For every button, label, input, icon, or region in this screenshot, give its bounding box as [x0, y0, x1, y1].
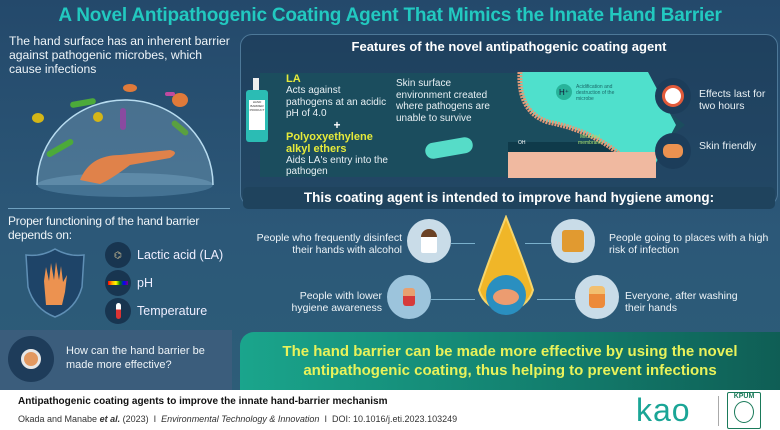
- bus-stop-icon: [551, 219, 595, 263]
- ph-spectrum-icon: [105, 270, 131, 296]
- citation: Okada and Manabe et al. (2023) I Environ…: [18, 414, 457, 424]
- infographic: A Novel Antipathogenic Coating Agent Tha…: [0, 0, 780, 390]
- separator: I: [153, 414, 157, 424]
- doctor-icon: [407, 219, 451, 263]
- thermometer-icon: [105, 298, 131, 324]
- hand-barrier-bottle-icon: HAND BARRIER PRODUCT: [246, 78, 268, 142]
- plus-sign: +: [333, 117, 341, 132]
- factor-lactic-acid: Lactic acid (LA): [137, 248, 224, 262]
- factor-ph: pH: [137, 276, 153, 290]
- question-text: How can the hand barrier be made more ef…: [66, 345, 205, 371]
- page-title: A Novel Antipathogenic Coating Agent Tha…: [58, 5, 722, 26]
- year: (2023): [122, 414, 149, 424]
- intro-text: The hand surface has an inherent barrier…: [9, 34, 230, 76]
- skin-friendly-text: Skin friendly: [699, 140, 757, 152]
- group-low-awareness-text: People with lower hygiene awareness: [291, 290, 382, 314]
- washing-person-icon: [575, 275, 619, 319]
- proper-functioning-text: Proper functioning of the hand barrier d…: [8, 214, 200, 242]
- doi-link[interactable]: DOI: 10.1016/j.eti.2023.103249: [332, 414, 458, 424]
- kao-logo: kao: [636, 392, 691, 428]
- features-heading: Features of the novel antipathogenic coa…: [351, 39, 667, 54]
- oh-label: OH: [518, 140, 526, 146]
- ether-title: Polyoxyethylene alkyl ethers: [286, 130, 373, 155]
- washing-hands-icon: [655, 133, 691, 169]
- child-icon: [387, 275, 431, 319]
- la-desc: Acts against pathogens at an acidic pH o…: [286, 85, 387, 119]
- group-high-risk-text: People going to places with a high risk …: [609, 232, 769, 256]
- connector: [451, 243, 475, 244]
- factor-temperature: Temperature: [137, 304, 208, 318]
- hygiene-heading: This coating agent is intended to improv…: [243, 187, 775, 209]
- h-plus-ion: H⁺: [556, 84, 572, 100]
- drop-washing-hands-icon: [477, 215, 535, 315]
- authors: Okada and Manabe: [18, 414, 98, 424]
- connector: [431, 299, 475, 300]
- effects-text: Effects last for two hours: [699, 88, 766, 112]
- separator: I: [324, 414, 327, 424]
- group-alcohol-text: People who frequently disinfect their ha…: [256, 232, 402, 256]
- dome-hand-illustration: [32, 84, 214, 197]
- skin-environment-text: Skin surface environment created where p…: [396, 78, 490, 124]
- paper-title: Antipathogenic coating agents to improve…: [18, 396, 388, 407]
- divider: [8, 208, 230, 209]
- connector: [537, 299, 575, 300]
- group-everyone-text: Everyone, after washing their hands: [625, 290, 738, 314]
- kpum-text: KPUM: [733, 393, 755, 400]
- shield-hand-icon: [25, 248, 85, 318]
- conclusion-box: The hand barrier can be made more effect…: [240, 332, 780, 390]
- membrane-label: Microbial membrane: [578, 134, 602, 146]
- conclusion-text: The hand barrier can be made more effect…: [282, 343, 738, 379]
- lactic-acid-molecule-icon: ⌬: [105, 242, 131, 268]
- bottle-label: HAND BARRIER PRODUCT: [249, 100, 265, 130]
- acidification-text: Acidification and destruction of the mic…: [576, 84, 615, 102]
- logo-divider: [718, 396, 719, 426]
- ether-desc: Aids LA's entry into the pathogen: [286, 154, 388, 178]
- la-title: LA: [286, 73, 301, 85]
- journal: Environmental Technology & Innovation: [161, 414, 320, 424]
- magnifier-hand-icon: [8, 336, 54, 382]
- connector: [525, 243, 551, 244]
- ingredients: LA Acts against pathogens at an acidic p…: [286, 73, 388, 178]
- et-al: et al.: [99, 414, 121, 424]
- stopwatch-icon: [655, 78, 691, 114]
- kpum-emblem: KPUM: [727, 392, 761, 429]
